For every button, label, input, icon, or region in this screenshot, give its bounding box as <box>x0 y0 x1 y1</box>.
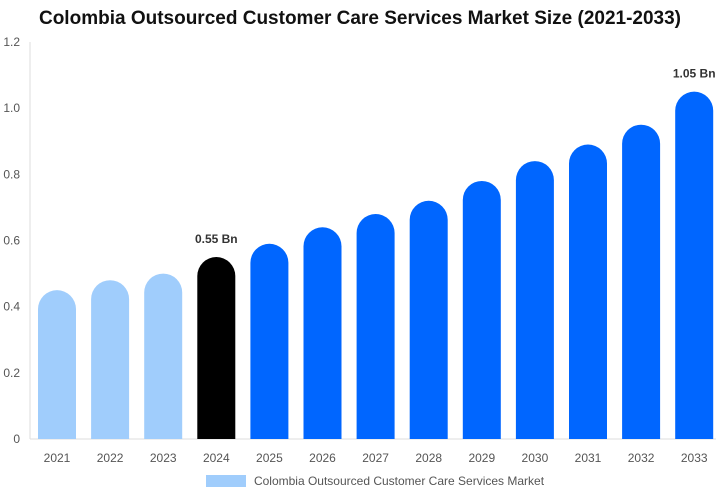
chart-title: Colombia Outsourced Customer Care Servic… <box>38 8 682 29</box>
bar-2030 <box>515 161 554 439</box>
x-tick-label: 2025 <box>256 451 283 465</box>
bar-2021 <box>38 290 76 439</box>
x-tick-label: 2023 <box>150 451 177 465</box>
bar-2033 <box>675 91 714 439</box>
bar-2027 <box>356 214 395 439</box>
bar-2031 <box>569 144 607 439</box>
legend: Colombia Outsourced Customer Care Servic… <box>0 474 720 488</box>
x-tick-label: 2033 <box>681 451 708 465</box>
y-tick-label: 0.4 <box>3 300 20 314</box>
legend-swatch <box>205 475 246 487</box>
x-tick-label: 2030 <box>522 451 549 465</box>
bar-2032 <box>622 124 661 440</box>
y-tick-label: 0.2 <box>3 366 20 380</box>
y-tick-label: 0 <box>13 432 20 446</box>
x-tick-label: 2024 <box>203 451 230 465</box>
bar-2026 <box>303 227 342 439</box>
bar-2022 <box>91 280 130 439</box>
y-tick-label: 0.8 <box>3 167 20 181</box>
y-tick-label: 0.6 <box>3 234 20 248</box>
y-tick-label: 1.2 <box>3 35 20 49</box>
data-label: 0.55 Bn <box>195 232 238 246</box>
bar-2028 <box>409 200 448 439</box>
x-tick-label: 2021 <box>44 451 71 465</box>
bar-2029 <box>462 180 501 439</box>
x-tick-label: 2026 <box>309 451 336 465</box>
bar-2023 <box>144 273 183 439</box>
x-tick-label: 2029 <box>468 451 495 465</box>
x-tick-label: 2031 <box>575 451 602 465</box>
x-tick-label: 2032 <box>628 451 655 465</box>
data-label: 1.05 Bn <box>673 67 716 81</box>
legend-label: Colombia Outsourced Customer Care Servic… <box>253 474 545 488</box>
x-tick-label: 2028 <box>415 451 442 465</box>
x-tick-label: 2027 <box>362 451 389 465</box>
x-tick-label: 2022 <box>97 451 124 465</box>
y-tick-label: 1.0 <box>3 101 20 115</box>
bar-2024 <box>197 257 236 439</box>
bar-2025 <box>250 243 289 439</box>
